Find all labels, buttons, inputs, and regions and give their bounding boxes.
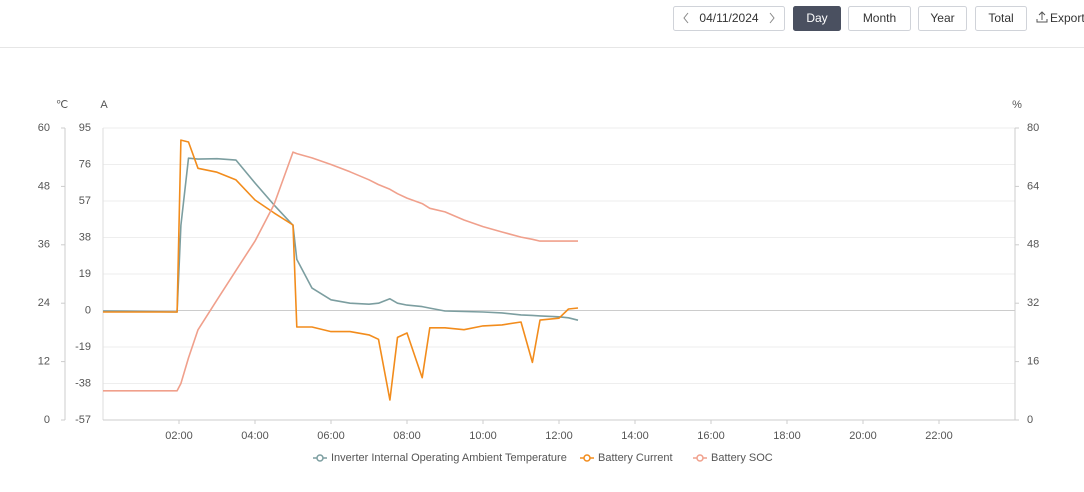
- prev-icon[interactable]: [683, 12, 689, 24]
- next-icon[interactable]: [769, 12, 775, 24]
- button-label: Day: [806, 11, 827, 25]
- x-tick-label: 08:00: [393, 430, 421, 442]
- series-line: [103, 151, 578, 392]
- export-text: Export: [1050, 11, 1084, 25]
- button-label: Total: [988, 11, 1013, 25]
- period-button[interactable]: Total: [975, 6, 1027, 31]
- legend-item: Inverter Internal Operating Ambient Temp…: [313, 452, 567, 464]
- y3-tick-label: 0: [85, 304, 91, 316]
- x-tick-label: 04:00: [241, 430, 269, 442]
- y2-tick-label: 64: [1027, 180, 1039, 192]
- y3-tick-label: -19: [75, 341, 91, 353]
- button-label: Year: [930, 11, 954, 25]
- y-tick-label: 24: [38, 297, 50, 309]
- y3-tick-label: 57: [79, 195, 91, 207]
- y3-tick-label: 19: [79, 268, 91, 280]
- x-tick-label: 16:00: [697, 430, 725, 442]
- button-label: Month: [863, 11, 896, 25]
- legend-item: Battery Current: [580, 452, 673, 464]
- y3-unit: A: [100, 99, 108, 111]
- legend-label: Battery SOC: [711, 452, 773, 464]
- y-tick-label: 48: [38, 180, 50, 192]
- x-tick-label: 18:00: [773, 430, 801, 442]
- y3-tick-label: -57: [75, 414, 91, 426]
- y-tick-label: 12: [38, 356, 50, 368]
- series-line: [102, 157, 579, 321]
- period-button[interactable]: Year: [918, 6, 967, 31]
- y2-tick-label: 48: [1027, 239, 1039, 251]
- legend-label: Battery Current: [598, 452, 673, 464]
- x-tick-label: 14:00: [621, 430, 649, 442]
- legend-label: Inverter Internal Operating Ambient Temp…: [331, 452, 567, 464]
- button-box: [918, 6, 967, 31]
- date-picker[interactable]: 04/11/2024: [673, 6, 785, 31]
- y-tick-label: 0: [44, 414, 50, 426]
- y-tick-label: 36: [38, 239, 50, 251]
- x-tick-label: 02:00: [165, 430, 193, 442]
- button-box: [975, 6, 1027, 31]
- export-button[interactable]: Export: [1036, 11, 1084, 25]
- x-tick-label: 10:00: [469, 430, 497, 442]
- y3-tick-label: 38: [79, 231, 91, 243]
- x-tick-label: 22:00: [925, 430, 953, 442]
- date-box: [673, 6, 785, 31]
- period-button[interactable]: Month: [848, 6, 911, 31]
- y3-tick-label: 95: [79, 122, 91, 134]
- button-box: [793, 6, 841, 31]
- x-tick-label: 20:00: [849, 430, 877, 442]
- y-tick-label: 60: [38, 122, 50, 134]
- y2-unit: %: [1012, 99, 1022, 111]
- date-text: 04/11/2024: [699, 11, 758, 25]
- legend-item: Battery SOC: [693, 452, 773, 464]
- x-tick-label: 06:00: [317, 430, 345, 442]
- y2-tick-label: 16: [1027, 356, 1039, 368]
- export-icon: [1036, 11, 1048, 23]
- y-unit: ℃: [56, 99, 68, 111]
- y2-tick-label: 0: [1027, 414, 1033, 426]
- legend-marker: [583, 454, 591, 462]
- button-box: [848, 6, 911, 31]
- y2-tick-label: 32: [1027, 297, 1039, 309]
- period-button[interactable]: Day: [793, 6, 841, 31]
- legend-marker: [696, 454, 704, 462]
- y3-tick-label: -38: [75, 377, 91, 389]
- x-tick-label: 12:00: [545, 430, 573, 442]
- y3-tick-label: 76: [79, 158, 91, 170]
- series-line: [103, 139, 579, 401]
- y2-tick-label: 80: [1027, 122, 1039, 134]
- legend-marker: [316, 454, 324, 462]
